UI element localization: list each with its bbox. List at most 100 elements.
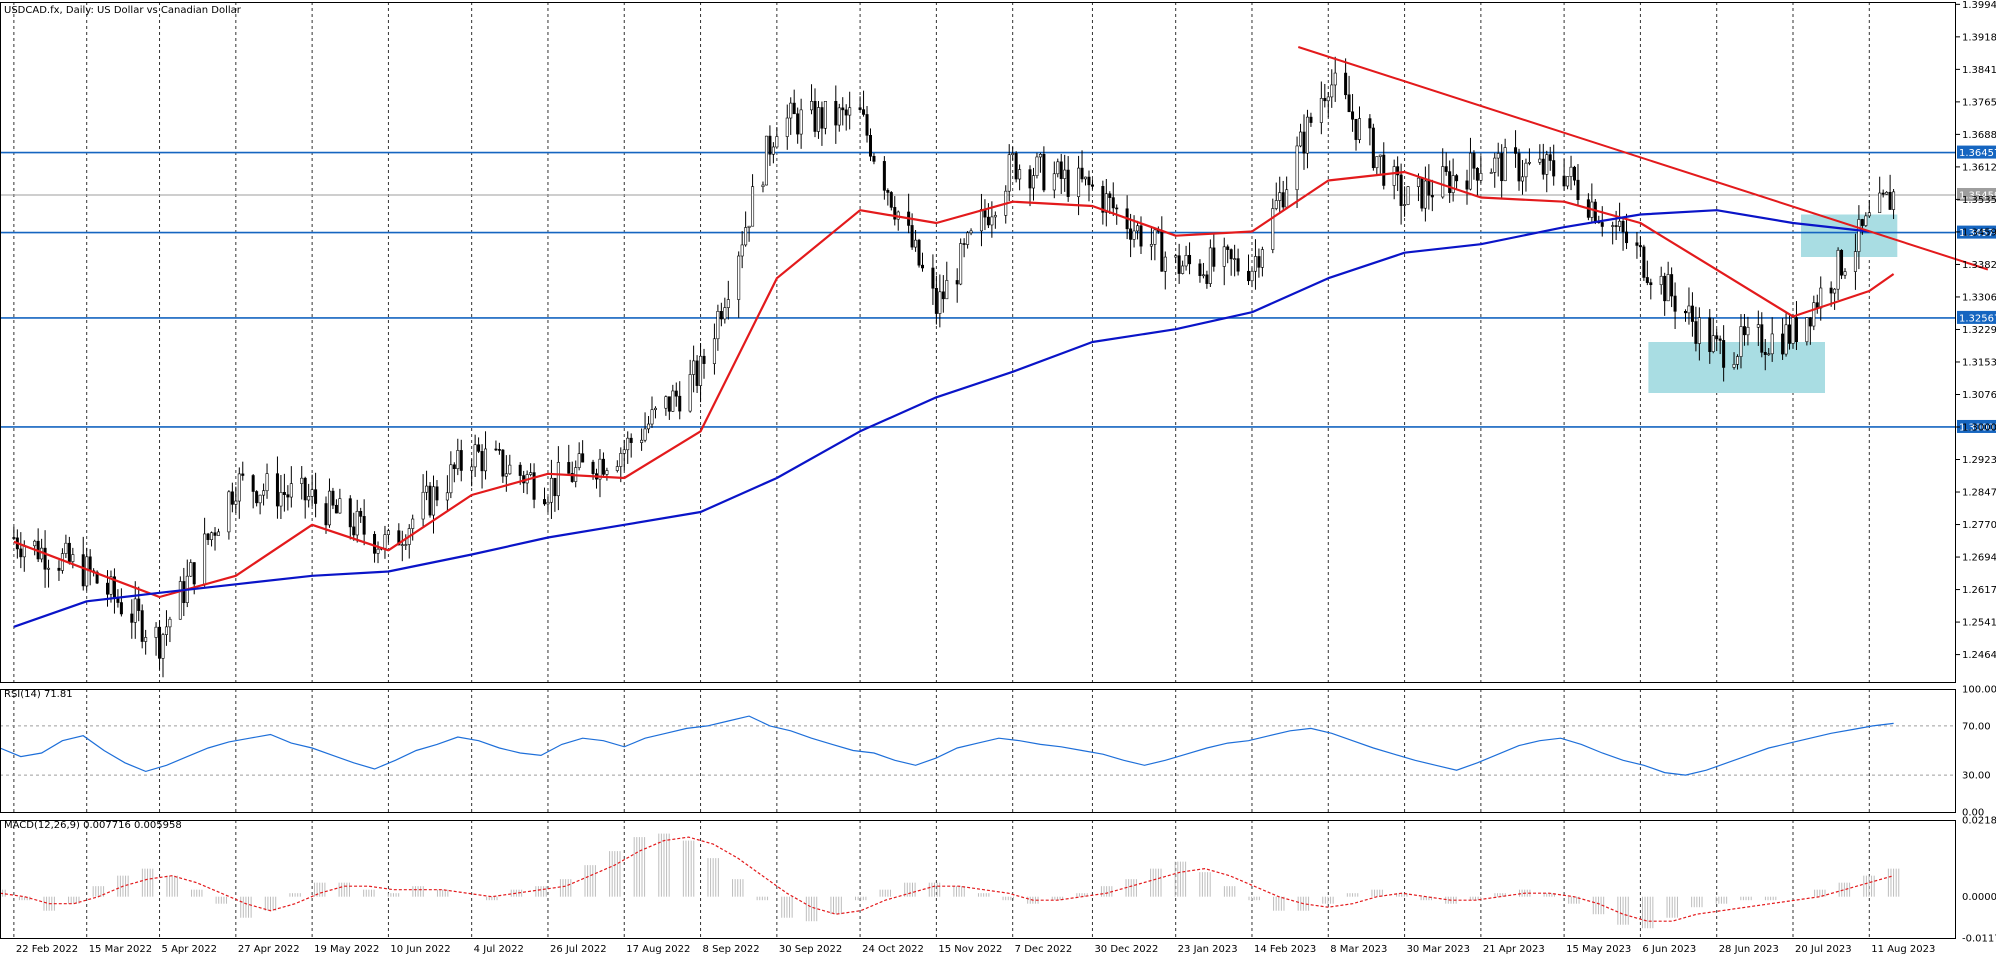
candle-body [168, 618, 172, 628]
price-tick-label: 1.29235 [1962, 455, 1996, 466]
candle-body [556, 462, 560, 497]
candle-body [671, 390, 675, 412]
rsi-tick-label: 30.00 [1962, 771, 1991, 782]
candle-body [650, 409, 654, 425]
candle-body [1451, 175, 1455, 193]
candle-body [1378, 154, 1382, 157]
candle-body [1881, 192, 1885, 195]
candle-body [60, 553, 64, 571]
candle-body [1305, 116, 1309, 154]
candle-body [768, 135, 772, 155]
candle-body [692, 360, 696, 375]
date-tick-label: 19 May 2022 [314, 944, 379, 955]
candle-body [962, 243, 966, 245]
date-tick-label: 6 Jun 2023 [1642, 944, 1696, 955]
candle-body [324, 503, 328, 526]
candle-body [1163, 256, 1167, 272]
candle-body [858, 107, 862, 110]
candle-body [716, 311, 720, 340]
candle-body [1347, 94, 1351, 113]
candle-body [1697, 317, 1701, 344]
candle-body [494, 448, 498, 451]
date-tick-label: 30 Dec 2022 [1094, 944, 1158, 955]
price-tick-label: 1.33825 [1962, 260, 1996, 271]
candle-body [1576, 179, 1580, 200]
candle-body [816, 107, 820, 132]
candle-body [726, 299, 730, 308]
candle-body [158, 626, 162, 659]
candle-body [1136, 225, 1140, 232]
candle-body [1673, 295, 1677, 312]
candle-body [1666, 274, 1670, 302]
candle-body [1059, 161, 1063, 179]
candle-body [664, 396, 668, 409]
candle-body [81, 554, 85, 587]
candle-body [1101, 186, 1105, 213]
candle-body [432, 486, 436, 516]
date-tick-label: 26 Jul 2022 [550, 944, 607, 955]
candle-body [695, 360, 699, 386]
date-tick-label: 8 Mar 2023 [1330, 944, 1387, 955]
candle-body [241, 473, 245, 476]
price-tick-label: 1.31530 [1962, 357, 1996, 368]
candle-body [581, 453, 585, 463]
candle-body [1708, 317, 1712, 352]
candle-body [182, 581, 186, 603]
rsi-pane: 100.00 70.00 30.00 0.00 [0, 685, 1996, 819]
candle-body [1857, 219, 1861, 252]
candle-body [820, 107, 824, 129]
price-tick-label: 1.32295 [1962, 325, 1996, 336]
candle-body [1670, 274, 1674, 297]
candle-body [591, 461, 595, 474]
candle-body [192, 562, 196, 585]
candle-body [1052, 173, 1056, 191]
candle-body [1614, 225, 1618, 227]
candle-body [893, 207, 897, 220]
date-tick-label: 10 Jun 2022 [390, 944, 450, 955]
price-tick-label: 1.35355 [1962, 195, 1996, 206]
pane-border [0, 2, 1956, 683]
candle-body [404, 544, 408, 546]
candle-body [1319, 98, 1323, 123]
price-tick-label: 1.36120 [1962, 162, 1996, 173]
candle-body [1229, 249, 1233, 260]
candle-body [653, 407, 657, 411]
candle-body [359, 510, 363, 517]
candle-body [1878, 192, 1882, 214]
candle-body [1233, 258, 1237, 260]
candle-body [1184, 254, 1188, 267]
candle-body [1468, 152, 1472, 190]
candle-body [178, 581, 182, 620]
candle-body [1496, 153, 1500, 159]
candle-body [1111, 197, 1115, 209]
candle-body [1853, 251, 1857, 272]
candle-body [213, 532, 217, 536]
candle-body [1836, 249, 1840, 290]
date-tick-label: 30 Sep 2022 [779, 944, 842, 955]
candle-body [789, 102, 793, 119]
candle-body [1104, 193, 1108, 213]
date-tick-label: 15 May 2023 [1566, 944, 1631, 955]
candle-body [334, 504, 338, 514]
candle-body [1375, 156, 1379, 169]
candle-body [1829, 287, 1833, 294]
candle-body [1007, 154, 1011, 192]
candle-body [1788, 324, 1792, 344]
candle-body [216, 531, 220, 536]
pane-border [0, 820, 1956, 939]
candle-body [210, 532, 214, 540]
date-tick-label: 28 Jun 2023 [1719, 944, 1779, 955]
price-tick-label: 1.25410 [1962, 618, 1996, 629]
candle-body [314, 489, 318, 504]
candle-body [1736, 356, 1740, 365]
candle-body [1479, 173, 1483, 181]
candle-body [1715, 335, 1719, 340]
candle-body [792, 102, 796, 115]
candles [12, 56, 1896, 678]
candle-body [327, 490, 331, 526]
candle-body [1250, 270, 1254, 282]
candle-body [1746, 326, 1750, 336]
date-tick-label: 30 Mar 2023 [1407, 944, 1470, 955]
candle-body [601, 458, 605, 475]
candle-body [421, 491, 425, 520]
